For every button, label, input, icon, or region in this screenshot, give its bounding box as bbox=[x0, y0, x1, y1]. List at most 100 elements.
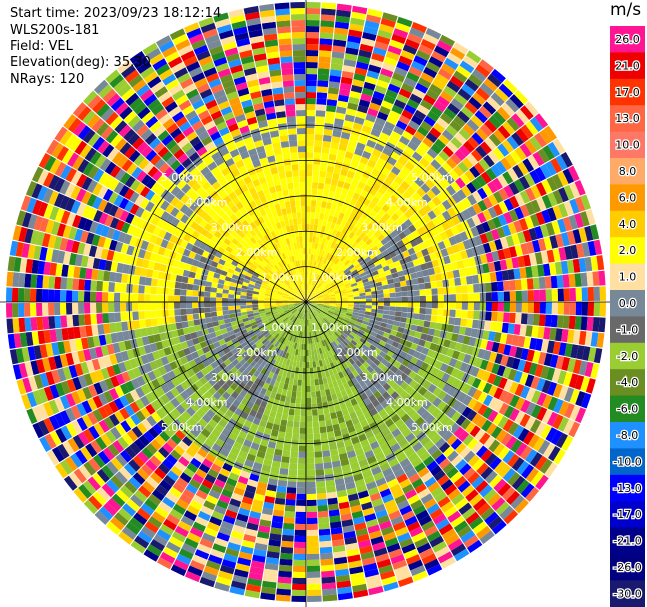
range-gate bbox=[508, 209, 519, 222]
range-gate bbox=[415, 345, 424, 353]
range-gate bbox=[437, 337, 446, 346]
range-gate bbox=[287, 384, 293, 391]
range-gate bbox=[374, 213, 382, 222]
range-gate bbox=[417, 207, 427, 217]
range-gate bbox=[329, 295, 336, 299]
range-gate bbox=[354, 324, 361, 329]
range-gate bbox=[252, 296, 259, 300]
range-gate bbox=[552, 138, 566, 155]
range-gate bbox=[200, 274, 208, 281]
range-gate bbox=[369, 252, 377, 260]
range-gate bbox=[455, 177, 466, 189]
range-gate bbox=[444, 57, 459, 70]
range-gate bbox=[405, 279, 413, 286]
range-gate bbox=[162, 309, 169, 318]
range-gate bbox=[340, 168, 349, 177]
range-gate bbox=[535, 211, 546, 226]
range-gate bbox=[317, 262, 321, 269]
range-gate bbox=[483, 320, 491, 331]
range-gate bbox=[205, 317, 213, 324]
range-gate bbox=[353, 302, 360, 305]
range-gate bbox=[523, 336, 532, 349]
range-gate bbox=[384, 342, 392, 350]
range-gate bbox=[323, 280, 329, 286]
range-gate bbox=[216, 292, 223, 298]
range-gate bbox=[435, 322, 443, 331]
range-gate bbox=[323, 304, 330, 307]
range-gate bbox=[439, 330, 447, 339]
range-gate bbox=[551, 174, 564, 189]
range-gate bbox=[482, 184, 493, 197]
range-gate bbox=[417, 277, 425, 284]
range-gate bbox=[411, 278, 419, 285]
range-gate bbox=[310, 254, 314, 261]
range-gate bbox=[333, 39, 347, 47]
range-gate bbox=[321, 310, 328, 314]
range-gate bbox=[426, 334, 434, 343]
range-gate bbox=[307, 583, 322, 590]
range-gate bbox=[360, 323, 368, 329]
range-gate bbox=[509, 408, 520, 422]
range-gate bbox=[368, 263, 376, 270]
range-gate bbox=[47, 289, 55, 302]
range-gate bbox=[383, 293, 390, 298]
range-gate bbox=[434, 250, 443, 259]
range-gate bbox=[319, 44, 332, 52]
range-gate bbox=[318, 276, 323, 282]
range-gate bbox=[320, 250, 326, 258]
range-gate bbox=[317, 68, 330, 76]
range-gate bbox=[310, 385, 316, 392]
range-gate bbox=[345, 236, 352, 244]
range-gate bbox=[332, 324, 339, 330]
range-gate bbox=[48, 276, 56, 289]
range-gate bbox=[30, 303, 37, 317]
range-gate bbox=[429, 252, 438, 261]
range-gate bbox=[168, 288, 175, 296]
range-gate bbox=[385, 234, 394, 242]
range-gate bbox=[415, 49, 431, 61]
range-gate bbox=[407, 296, 415, 302]
range-gate bbox=[312, 254, 316, 261]
range-gate bbox=[394, 226, 403, 235]
range-gate bbox=[470, 366, 480, 377]
range-gate bbox=[585, 378, 596, 394]
range-gate bbox=[564, 245, 573, 260]
range-gate bbox=[477, 348, 486, 359]
range-gate bbox=[281, 413, 289, 421]
range-gate bbox=[454, 132, 467, 145]
range-gate bbox=[90, 313, 98, 325]
range-gate bbox=[587, 240, 597, 256]
range-gate bbox=[246, 299, 253, 302]
range-gate bbox=[320, 432, 328, 440]
range-gate bbox=[525, 120, 539, 136]
range-gate bbox=[107, 292, 115, 302]
range-gate bbox=[292, 385, 298, 392]
range-gate bbox=[309, 236, 313, 243]
range-gate bbox=[538, 276, 546, 289]
range-gate bbox=[309, 291, 313, 298]
range-gate bbox=[343, 268, 350, 274]
range-gate bbox=[317, 283, 322, 289]
range-gate bbox=[314, 212, 320, 219]
range-gate bbox=[299, 421, 306, 429]
range-gate bbox=[306, 487, 316, 494]
range-gate bbox=[466, 345, 475, 356]
range-gate bbox=[363, 119, 375, 129]
range-gate bbox=[144, 310, 151, 319]
range-gate bbox=[507, 269, 515, 280]
range-gate bbox=[440, 415, 451, 426]
range-gate bbox=[482, 197, 493, 209]
range-gate bbox=[308, 291, 312, 297]
range-gate bbox=[30, 317, 38, 331]
range-gate bbox=[514, 206, 525, 220]
range-gate bbox=[503, 312, 510, 323]
range-gate bbox=[323, 462, 333, 469]
range-gate bbox=[359, 347, 367, 354]
range-gate bbox=[323, 294, 330, 298]
range-gate bbox=[307, 565, 321, 572]
range-gate bbox=[319, 313, 325, 318]
range-gate bbox=[498, 464, 512, 478]
range-gate bbox=[320, 564, 335, 572]
range-gate bbox=[521, 302, 528, 313]
